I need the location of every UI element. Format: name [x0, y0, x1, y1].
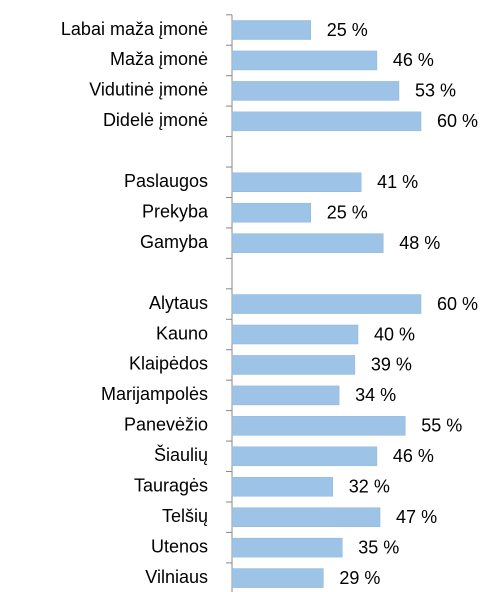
bar — [231, 202, 311, 223]
bar — [231, 385, 340, 406]
value-label: 25 % — [327, 20, 368, 40]
category-label: Vilniaus — [145, 567, 208, 587]
bar — [231, 537, 343, 558]
bar — [231, 446, 378, 467]
value-label: 46 % — [393, 446, 434, 466]
bar — [231, 355, 356, 375]
category-label: Šiaulių — [154, 444, 208, 465]
category-label: Prekyba — [142, 201, 209, 221]
category-label: Telšių — [162, 506, 208, 526]
value-label: 40 % — [374, 324, 415, 344]
value-label: 41 % — [377, 172, 418, 192]
category-label: Utenos — [151, 536, 208, 556]
bar — [231, 477, 334, 497]
category-label: Didelė įmonė — [103, 110, 208, 130]
bar — [231, 50, 378, 71]
value-label: 60 % — [437, 294, 478, 314]
bar — [231, 111, 422, 132]
value-label: 35 % — [358, 537, 399, 557]
category-label: Tauragės — [134, 476, 208, 496]
category-label: Alytaus — [149, 293, 208, 313]
value-label: 34 % — [355, 385, 396, 405]
bar — [231, 568, 324, 588]
category-label: Marijampolės — [101, 384, 208, 404]
value-label: 60 % — [437, 111, 478, 131]
category-label: Klaipėdos — [129, 354, 208, 374]
bar — [231, 416, 406, 436]
value-label: 32 % — [349, 477, 390, 497]
bar — [231, 324, 359, 345]
category-label: Gamyba — [140, 232, 209, 252]
category-label: Maža įmonė — [110, 49, 208, 69]
value-label: 25 % — [327, 202, 368, 222]
value-label: 55 % — [421, 416, 462, 436]
bar — [231, 294, 422, 314]
value-label: 46 % — [393, 50, 434, 70]
bar — [231, 507, 381, 527]
value-label: 47 % — [396, 507, 437, 527]
value-label: 39 % — [371, 355, 412, 375]
bar — [231, 172, 362, 192]
category-label: Panevėžio — [124, 415, 208, 435]
category-label: Labai maža įmonė — [61, 19, 208, 39]
category-label: Vidutinė įmonė — [89, 80, 208, 100]
value-label: 29 % — [339, 568, 380, 588]
category-label: Paslaugos — [124, 171, 208, 191]
bar — [231, 233, 384, 253]
bar — [231, 81, 400, 101]
category-label: Kauno — [156, 323, 208, 343]
value-label: 48 % — [399, 233, 440, 253]
bar — [231, 20, 311, 40]
value-label: 53 % — [415, 81, 456, 101]
